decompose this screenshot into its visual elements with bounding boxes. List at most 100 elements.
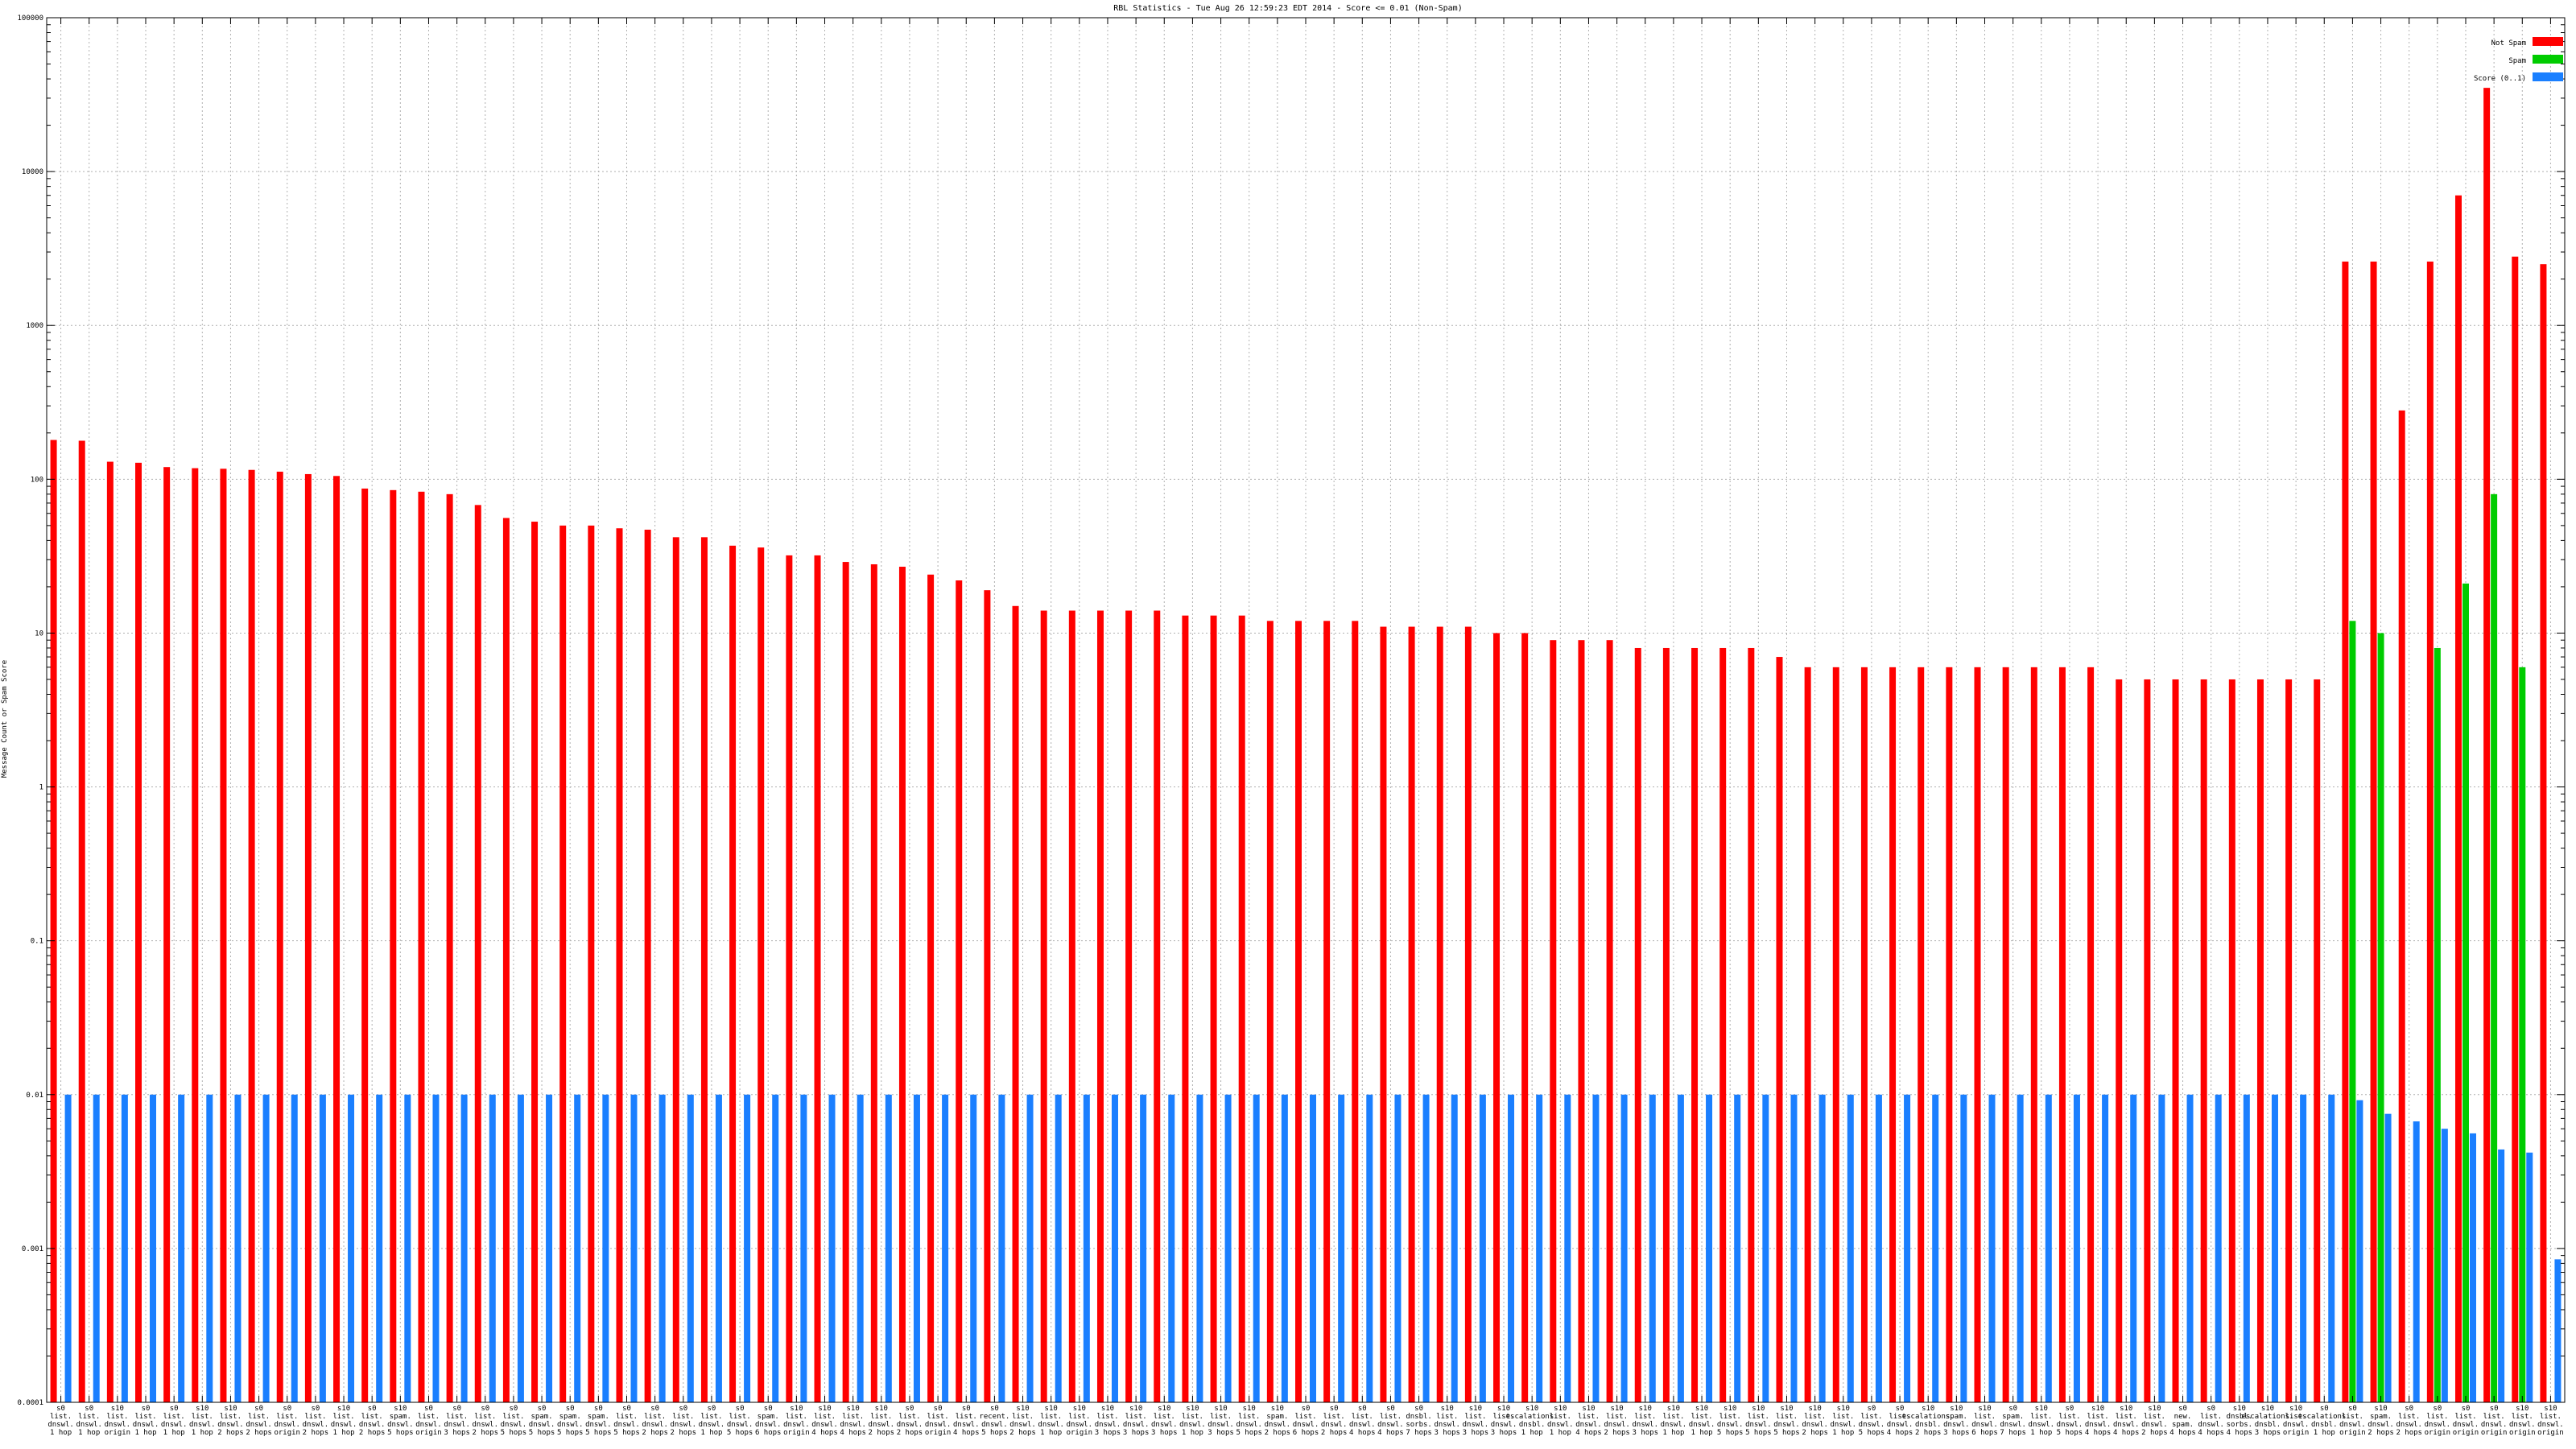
x-tick-label-line: 1 hop [1662, 1429, 1684, 1437]
bar-not-spam [1691, 647, 1699, 1402]
x-tick-label-line: 2 hops [897, 1429, 923, 1437]
bar-score-0-1 [1649, 1094, 1656, 1402]
x-tick-label: s0 new. spam. 4 hops [2169, 1405, 2196, 1437]
x-tick-label-line: list. [1012, 1413, 1034, 1421]
x-tick-label: s10 escalations. dnsbl. 2 hops [1902, 1405, 1955, 1437]
y-axis-label: Message Count or Spam Score [1, 660, 9, 778]
x-tick-label-line: 2 hops [359, 1429, 386, 1437]
legend-swatch [2533, 72, 2563, 81]
bar-not-spam [2512, 256, 2519, 1402]
x-tick-label-line: list. [1606, 1413, 1628, 1421]
x-tick-label-line: dnswl. [783, 1421, 810, 1429]
bar-not-spam [2398, 410, 2405, 1402]
bar-not-spam [2116, 679, 2123, 1402]
x-tick-label-line: dnswl. [246, 1421, 272, 1429]
x-tick-label-line: list. [220, 1413, 242, 1421]
x-tick-label-line: 2 hops [473, 1429, 499, 1437]
bar-not-spam [1889, 667, 1897, 1402]
x-tick-label: s0 list. dnswl. 1 hop [133, 1405, 159, 1437]
x-tick-label-line: spam. [1266, 1413, 1288, 1421]
bar-not-spam [2454, 195, 2462, 1402]
x-tick-label-line: dnswl. [2453, 1421, 2479, 1429]
bar-not-spam [1012, 605, 1019, 1402]
x-tick-label-line: list. [1238, 1413, 1260, 1421]
x-tick-label: s0 list. dnswl. 4 hops [1887, 1405, 1913, 1437]
x-tick-label-line: 2 hops [1915, 1429, 1942, 1437]
x-tick-label: s0 list. dnswl. 5 hops [1859, 1405, 1885, 1437]
x-tick-label-line: origin [415, 1429, 442, 1437]
x-tick-label-line: dnswl. [501, 1421, 527, 1429]
bar-not-spam [616, 528, 623, 1402]
x-tick-label-line: dnswl. [1661, 1421, 1687, 1429]
x-tick-label-line: dnswl. [2000, 1421, 2026, 1429]
bar-score-0-1 [1904, 1094, 1911, 1402]
x-tick-label-line: 6 hops [1971, 1429, 1998, 1437]
x-tick-label-line: list. [644, 1413, 666, 1421]
bar-score-0-1 [1677, 1094, 1684, 1402]
bar-score-0-1 [1592, 1094, 1600, 1402]
x-tick-label-line: list. [700, 1413, 722, 1421]
bar-not-spam [361, 488, 369, 1402]
bar-not-spam [106, 461, 114, 1402]
x-tick-label-line: list. [1352, 1413, 1373, 1421]
x-tick-label-line: 2 hops [2396, 1429, 2422, 1437]
x-tick-label-line: list. [672, 1413, 694, 1421]
legend-label: Score (0..1) [2474, 75, 2526, 83]
x-tick-label-line: dnsbl. [1519, 1421, 1546, 1429]
x-tick-label: s10 list. dnswl. 4 hops [2085, 1405, 2112, 1437]
x-tick-label-line: dnswl. [217, 1421, 244, 1429]
x-tick-label-line: dnswl. [727, 1421, 753, 1429]
bar-score-0-1 [1366, 1094, 1373, 1402]
bar-not-spam [2285, 679, 2293, 1402]
x-tick-label-line: s10 [2148, 1405, 2161, 1413]
bar-not-spam [2058, 667, 2066, 1402]
x-tick-label-line: 1 hop [700, 1429, 722, 1437]
x-tick-label-line: list. [502, 1413, 524, 1421]
bar-spam [2519, 667, 2526, 1402]
x-tick-label-line: 2 hops [2141, 1429, 2168, 1437]
bar-score-0-1 [2469, 1133, 2476, 1402]
y-tick-label: 0.001 [22, 1245, 43, 1253]
bar-score-0-1 [1960, 1094, 1967, 1402]
x-tick-label-line: s10 [1610, 1405, 1623, 1413]
x-tick-label-line: list. [134, 1413, 156, 1421]
x-tick-label-line: dnswl. [1717, 1421, 1744, 1429]
x-tick-label-line: list. [1182, 1413, 1203, 1421]
x-tick-label-line: list. [2058, 1413, 2080, 1421]
bar-not-spam [502, 518, 510, 1402]
x-tick-label: s0 list. dnswl. 3 hops [444, 1405, 470, 1437]
bar-not-spam [1238, 615, 1245, 1402]
bar-score-0-1 [1508, 1094, 1515, 1402]
x-tick-label: s10 list. dnswl. 5 hops [1236, 1405, 1262, 1437]
x-tick-label-line: s0 [1358, 1405, 1367, 1413]
x-tick-label-line: s0 [2490, 1405, 2499, 1413]
x-tick-label-line: 2 hops [642, 1429, 668, 1437]
x-tick-label-line: s10 [2091, 1405, 2104, 1413]
bar-spam [2377, 633, 2384, 1402]
x-tick-label-line: 3 hops [1208, 1429, 1234, 1437]
x-tick-label-line: s10 [1978, 1405, 1991, 1413]
bar-score-0-1 [404, 1094, 411, 1402]
x-tick-label-line: s0 [509, 1405, 518, 1413]
x-tick-label-line: 4 hops [1887, 1429, 1913, 1437]
bar-score-0-1 [1253, 1094, 1260, 1402]
x-tick-label-line: dnswl. [1463, 1421, 1489, 1429]
x-tick-label-line: s10 [1780, 1405, 1793, 1413]
x-tick-label-line: list. [2398, 1413, 2420, 1421]
x-tick-label-line: s0 [2008, 1405, 2017, 1413]
bar-score-0-1 [1026, 1094, 1034, 1402]
x-tick-label-line: 1 hop [1182, 1429, 1203, 1437]
x-tick-label-line: list. [1804, 1413, 1826, 1421]
x-tick-label-line: origin [2537, 1429, 2564, 1437]
bar-score-0-1 [1140, 1094, 1147, 1402]
x-tick-label-line: list. [2426, 1413, 2448, 1421]
x-tick-label-line: 4 hops [1349, 1429, 1376, 1437]
bar-not-spam [1323, 621, 1331, 1402]
x-tick-label-line: s0 [2405, 1405, 2413, 1413]
x-tick-label-line: 4 hops [2085, 1429, 2112, 1437]
bar-score-0-1 [602, 1094, 609, 1402]
bar-score-0-1 [2498, 1149, 2505, 1402]
bar-not-spam [304, 473, 312, 1402]
bar-score-0-1 [687, 1094, 694, 1402]
